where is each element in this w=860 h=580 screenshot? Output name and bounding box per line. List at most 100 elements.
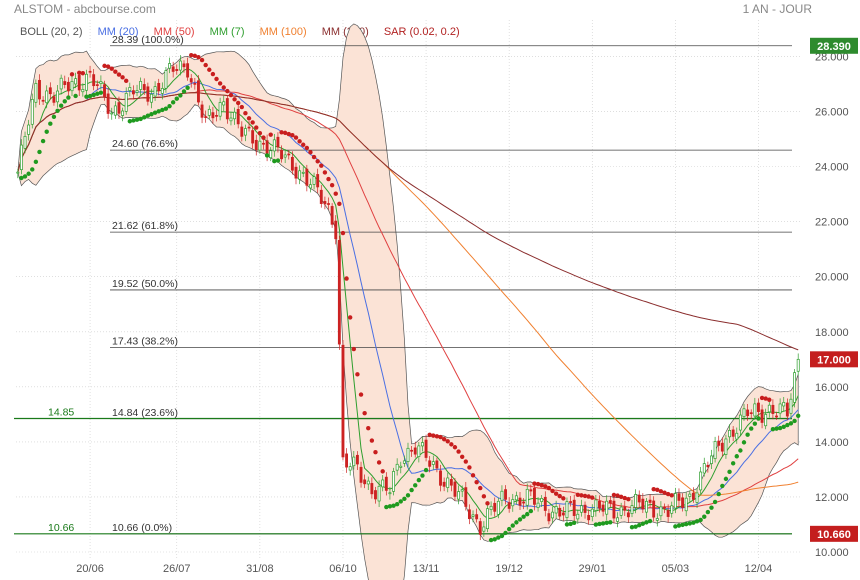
sar-dot (333, 191, 338, 196)
price-tag-label: 10.660 (817, 529, 851, 541)
sar-dot (626, 497, 631, 502)
sar-dot (499, 533, 505, 539)
sar-dot (243, 110, 248, 116)
fib-label: 14.84 (23.6%) (112, 407, 178, 419)
fib-label: 19.52 (50.0%) (112, 278, 178, 290)
sar-dot (781, 424, 786, 430)
sar-dot (315, 159, 320, 164)
sar-dot (297, 139, 302, 144)
sar-dot (788, 421, 794, 426)
candle (467, 509, 471, 520)
sar-dot (77, 70, 82, 75)
y-tick-label: 20.000 (815, 272, 849, 284)
candle (52, 96, 56, 103)
sar-dot (235, 100, 241, 106)
candle (561, 512, 565, 516)
candle (298, 170, 302, 180)
price-tag (810, 525, 858, 542)
candle (74, 78, 78, 85)
candle (117, 102, 121, 114)
sar-dot (329, 182, 335, 188)
sar-dot (716, 491, 721, 497)
legend-mm100[interactable]: MM (100) (259, 26, 307, 38)
candle (771, 404, 775, 414)
candle (659, 506, 663, 517)
candle (175, 69, 179, 71)
candle (569, 501, 573, 503)
sar-dot (662, 490, 667, 495)
candle (446, 477, 450, 488)
sar-dot (337, 201, 342, 207)
sar-dot (770, 427, 776, 432)
candle (366, 480, 370, 485)
candle (402, 460, 406, 464)
candle (222, 101, 226, 106)
candle (775, 415, 778, 418)
candle (200, 104, 204, 118)
candle (641, 498, 645, 510)
sar-dot (420, 473, 425, 478)
sar-dot (30, 167, 35, 172)
candle (525, 488, 529, 506)
sar-dot (402, 496, 407, 502)
candle (189, 78, 193, 83)
candle (753, 403, 757, 417)
candle (417, 445, 421, 457)
sar-dot (525, 511, 530, 517)
sar-dot (590, 495, 595, 500)
candle (457, 491, 461, 500)
sar-dot (423, 467, 429, 473)
sar-dot (694, 519, 700, 524)
legend-boll[interactable]: BOLL (20, 2) (20, 26, 83, 38)
support-label: 14.85 (48, 406, 74, 418)
candle (348, 466, 352, 471)
x-tick-label: 13/11 (413, 563, 440, 575)
candle (294, 166, 298, 179)
sar-dot (575, 492, 581, 497)
candle (59, 77, 63, 90)
sar-dot (105, 64, 111, 69)
candle (88, 70, 92, 73)
candle (178, 60, 182, 71)
sar-dot (680, 522, 685, 528)
sar-dot (705, 509, 711, 515)
candle (496, 500, 500, 515)
legend-mm20[interactable]: MM (20) (97, 26, 139, 38)
candle (695, 492, 699, 503)
candle (233, 111, 237, 120)
candle (410, 449, 414, 452)
sar-dot (73, 93, 78, 99)
sar-dot (478, 485, 483, 491)
candle (211, 112, 215, 119)
candle (439, 470, 442, 486)
sar-dot (69, 72, 75, 77)
sar-dot (586, 494, 591, 499)
candle (681, 497, 685, 508)
candle (608, 500, 612, 504)
legend-mm7[interactable]: MM (7) (209, 26, 245, 38)
fib-label: 24.60 (76.6%) (112, 138, 178, 150)
period-label: 1 AN - JOUR (742, 2, 812, 16)
sar-dot (756, 416, 761, 421)
candle (355, 454, 359, 465)
candle (290, 156, 294, 171)
sar-dot (225, 88, 230, 94)
sar-dot (687, 521, 693, 526)
sar-dot (214, 76, 219, 82)
y-tick-label: 10.000 (815, 547, 849, 559)
sar-dot (373, 449, 378, 455)
sar-dot (26, 171, 31, 176)
sar-dot (409, 487, 414, 493)
candle (153, 86, 157, 97)
legend-mm50[interactable]: MM (50) (153, 26, 195, 38)
candle (276, 136, 280, 148)
candle (110, 112, 114, 115)
legend-sar[interactable]: SAR (0.02, 0.2) (383, 26, 460, 38)
sar-dot (488, 537, 494, 543)
sar-dot (431, 433, 436, 438)
candle (247, 126, 251, 129)
sar-dot (445, 439, 450, 444)
candle (767, 404, 771, 413)
y-tick-label: 28.000 (815, 52, 849, 64)
